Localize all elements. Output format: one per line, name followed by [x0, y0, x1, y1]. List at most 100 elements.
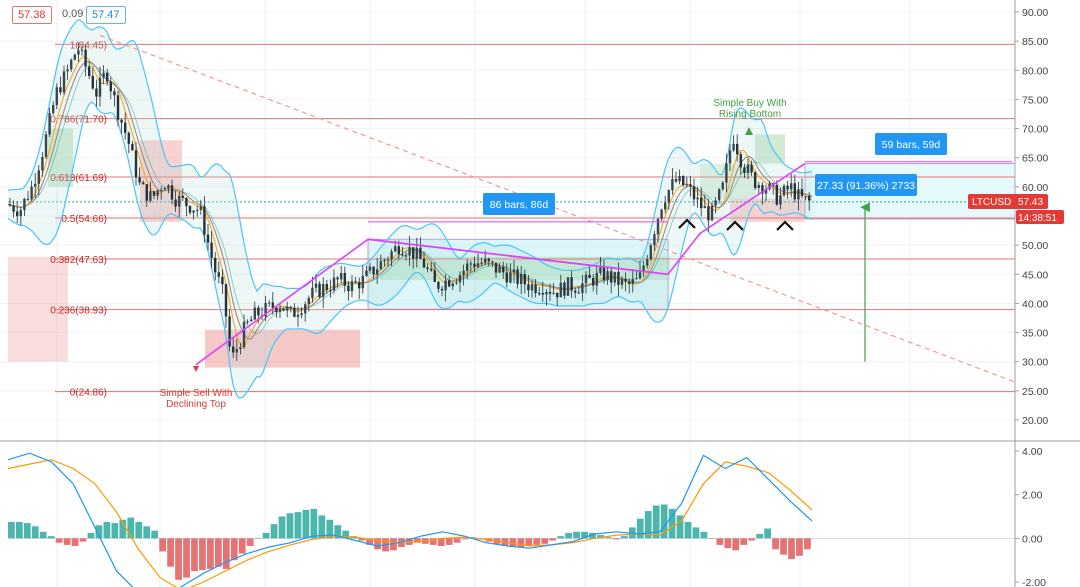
macd-hist-bar	[222, 538, 230, 569]
candle-body	[246, 321, 249, 323]
candle-body	[743, 167, 746, 174]
candle-body	[448, 280, 451, 287]
candle-body	[217, 272, 220, 277]
candle-body	[19, 210, 22, 217]
candle-body	[52, 105, 55, 114]
macd-hist-bar	[605, 537, 612, 539]
candle-body	[628, 281, 631, 284]
candle-body	[595, 272, 598, 286]
candle-body	[430, 268, 433, 271]
candle-body	[721, 182, 724, 190]
candle-body	[311, 287, 314, 299]
macd-hist-bar	[788, 538, 795, 560]
sell-zone	[205, 329, 360, 368]
candle-body	[725, 163, 728, 183]
candle-body	[548, 291, 552, 294]
candle-body	[797, 189, 800, 200]
y-tick-label: 65.00	[1022, 153, 1048, 165]
bottom-marker	[678, 218, 696, 229]
candle-body	[433, 270, 436, 282]
candle-body	[779, 195, 782, 205]
candle-body	[592, 277, 595, 286]
macd-hist-bar	[246, 538, 254, 546]
y-tick-label: 70.00	[1022, 124, 1048, 136]
candle-body	[574, 290, 577, 293]
macd-hist-bar	[589, 532, 596, 539]
candle-body	[455, 282, 458, 284]
macd-hist-bar	[23, 523, 31, 539]
candle-body	[149, 191, 152, 201]
candle-body	[41, 156, 44, 171]
candle-body	[736, 143, 739, 155]
macd-hist-bar	[756, 533, 764, 539]
candle-body	[541, 293, 544, 295]
candle-body	[102, 72, 105, 78]
candle-body	[163, 188, 166, 190]
candle-body	[523, 273, 526, 285]
candle-body	[394, 246, 397, 252]
sell-signal-line1: Simple Sell With	[160, 388, 233, 399]
candle-body	[347, 285, 350, 292]
candle-body	[282, 308, 285, 311]
candle-body	[376, 269, 379, 275]
candle-body	[88, 66, 91, 77]
candle-body	[732, 143, 735, 151]
candle-body	[84, 49, 87, 67]
candle-body	[66, 69, 69, 72]
macd-hist-bar	[374, 538, 381, 550]
candle-body	[631, 278, 634, 284]
macd-hist-bar	[549, 538, 557, 541]
macd-hist-bar	[453, 538, 461, 543]
candle-body	[34, 183, 37, 187]
macd-hist-bar	[270, 524, 278, 539]
candle-body	[484, 258, 487, 263]
candle-body	[502, 266, 505, 273]
macd-hist-bar	[716, 538, 724, 545]
range-top-label-bg	[875, 133, 947, 155]
macd-hist-bar	[517, 538, 525, 548]
y-tick-label: 20.00	[1022, 415, 1048, 427]
macd-hist-bar	[230, 538, 238, 561]
candle-body	[656, 218, 660, 235]
candle-body	[692, 186, 696, 200]
macd-hist-bar	[103, 521, 111, 539]
candlesticks	[8, 42, 811, 361]
candle-body	[368, 266, 372, 271]
macd-hist-bar	[71, 538, 79, 546]
y-tick-label: 35.00	[1022, 328, 1048, 340]
candle-body	[372, 266, 375, 275]
macd-hist-bar	[55, 538, 63, 543]
macd-hist-bar	[437, 538, 445, 546]
candle-body	[491, 261, 494, 263]
macd-hist-bar	[732, 538, 740, 551]
candle-body	[386, 259, 390, 261]
candle-body	[667, 190, 670, 203]
candle-body	[750, 164, 753, 173]
macd-hist-bar	[151, 530, 159, 539]
candle-body	[314, 283, 318, 288]
candle-body	[322, 283, 325, 297]
candle-body	[271, 302, 274, 308]
candle-body	[55, 87, 58, 106]
candle-body	[181, 195, 184, 199]
candle-body	[624, 278, 627, 282]
macd-hist-bar	[8, 521, 15, 539]
candle-body	[610, 271, 613, 283]
macd-hist-bar	[413, 538, 421, 543]
candle-body	[206, 234, 210, 243]
candle-body	[224, 284, 228, 317]
candle-body	[124, 122, 127, 133]
fib-label: 1(84.45)	[70, 40, 107, 51]
candle-body	[228, 316, 231, 347]
macd-hist-bar	[334, 525, 342, 539]
candle-body	[268, 302, 271, 304]
candle-body	[487, 258, 490, 262]
candle-body	[649, 245, 652, 260]
range-mid-label-bg	[483, 193, 555, 215]
macd-hist-bar	[207, 538, 214, 569]
candle-body	[257, 307, 260, 316]
macd-hist-bar	[533, 538, 541, 545]
candle-body	[617, 272, 620, 285]
macd-hist-bar	[445, 538, 453, 545]
